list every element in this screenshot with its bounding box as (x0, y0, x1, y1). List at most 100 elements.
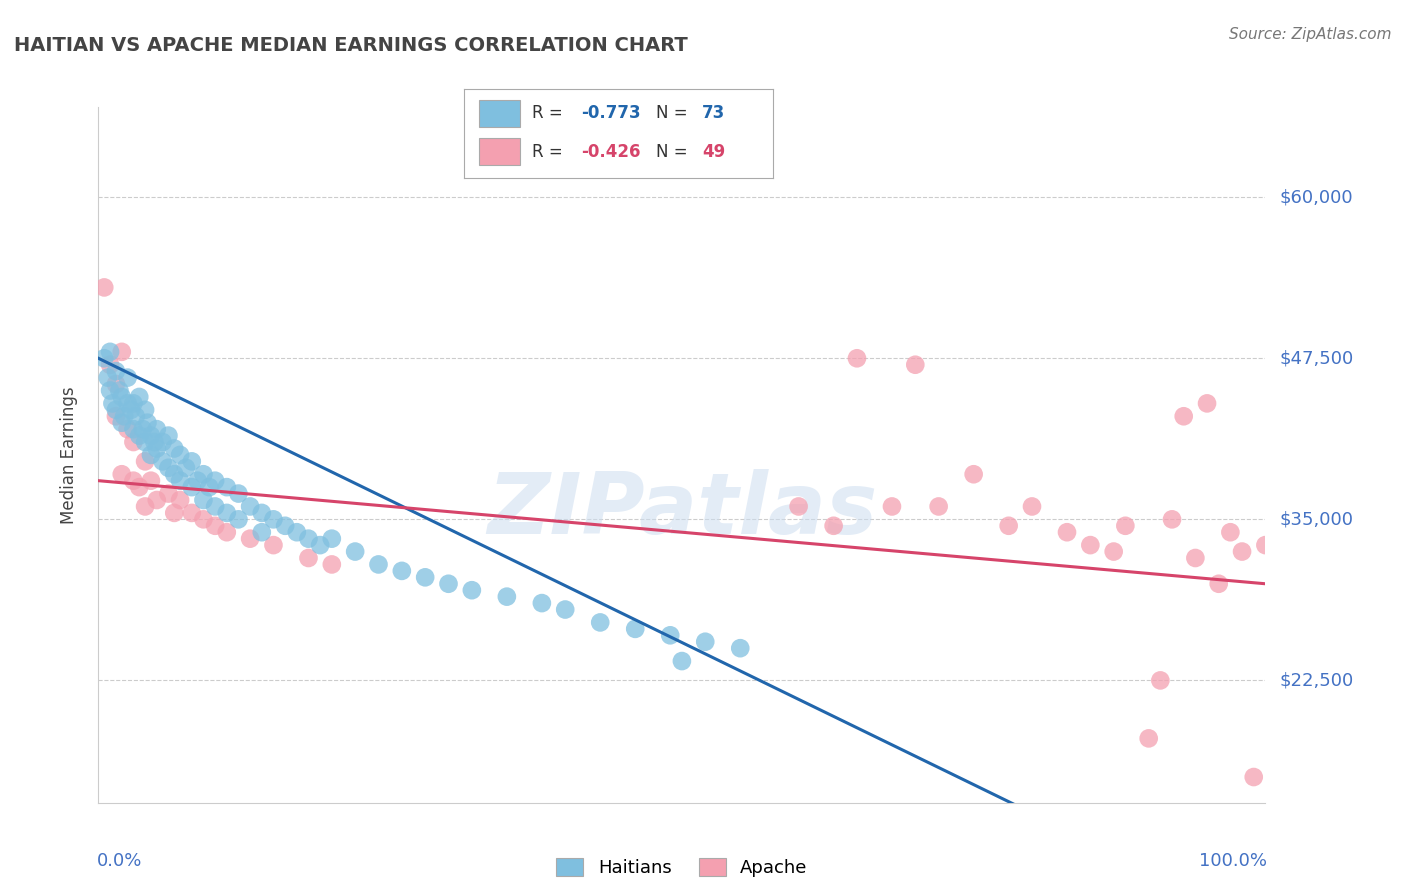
Point (180, 480, 202, 494)
Point (157, 486, 180, 500)
Point (239, 500, 262, 514)
Point (461, 583, 484, 598)
Point (134, 500, 156, 514)
Point (1080, 538, 1102, 552)
Point (98, 384, 121, 398)
Point (530, 596, 553, 610)
Point (101, 396, 124, 410)
Point (104, 377, 127, 392)
Point (193, 493, 215, 508)
Point (122, 396, 145, 410)
Point (1137, 731, 1160, 746)
Point (904, 358, 927, 372)
Point (262, 538, 284, 552)
Point (997, 518, 1019, 533)
Point (845, 351, 868, 366)
Point (1161, 512, 1184, 526)
Text: -0.773: -0.773 (582, 104, 641, 122)
Point (163, 442, 186, 456)
Text: N =: N = (655, 143, 693, 161)
Text: R =: R = (531, 143, 568, 161)
Point (111, 416, 134, 430)
Point (215, 525, 238, 540)
Text: $22,500: $22,500 (1279, 672, 1354, 690)
Point (321, 558, 343, 572)
Point (193, 467, 215, 482)
Text: ZIPatlas: ZIPatlas (486, 469, 877, 552)
Point (97, 370, 120, 384)
Point (495, 590, 517, 604)
Point (117, 396, 139, 410)
Point (297, 551, 319, 566)
Point (1195, 396, 1218, 410)
Point (143, 435, 166, 450)
Point (146, 422, 169, 436)
Point (285, 525, 308, 540)
Text: 100.0%: 100.0% (1198, 852, 1267, 870)
Point (1230, 544, 1253, 558)
Text: R =: R = (531, 104, 568, 122)
Point (787, 500, 810, 514)
Point (413, 570, 436, 584)
Point (1149, 673, 1171, 688)
Text: $60,000: $60,000 (1279, 188, 1353, 206)
Point (98, 358, 121, 372)
Point (180, 454, 202, 468)
Text: $47,500: $47,500 (1279, 350, 1354, 368)
FancyBboxPatch shape (479, 138, 520, 165)
Point (180, 506, 202, 520)
Point (962, 467, 984, 482)
Point (228, 486, 250, 500)
Point (730, 641, 752, 656)
Point (624, 622, 647, 636)
Point (1208, 576, 1230, 591)
Point (1243, 770, 1265, 784)
Point (215, 480, 238, 494)
Point (111, 467, 134, 482)
Text: Source: ZipAtlas.com: Source: ZipAtlas.com (1229, 27, 1392, 42)
Point (391, 564, 413, 578)
Point (215, 506, 238, 520)
Point (193, 512, 215, 526)
Legend: Haitians, Apache: Haitians, Apache (550, 850, 814, 884)
Point (309, 538, 332, 552)
Point (108, 384, 131, 398)
Point (139, 474, 162, 488)
Point (204, 474, 226, 488)
Point (228, 512, 250, 526)
Point (174, 460, 197, 475)
Point (1056, 525, 1078, 540)
Point (152, 454, 174, 468)
Point (169, 448, 191, 462)
Point (928, 500, 950, 514)
Y-axis label: Median Earnings: Median Earnings (59, 386, 77, 524)
Point (187, 474, 209, 488)
Point (111, 344, 134, 359)
Point (134, 435, 156, 450)
Text: HAITIAN VS APACHE MEDIAN EARNINGS CORRELATION CHART: HAITIAN VS APACHE MEDIAN EARNINGS CORREL… (14, 36, 688, 54)
Point (117, 422, 139, 436)
Point (93, 351, 115, 366)
Point (367, 558, 389, 572)
Point (152, 435, 174, 450)
Point (134, 454, 156, 468)
Point (104, 364, 127, 378)
Point (250, 506, 273, 520)
FancyBboxPatch shape (479, 100, 520, 127)
Point (198, 480, 221, 494)
Point (128, 480, 150, 494)
Point (134, 402, 156, 417)
Point (239, 532, 262, 546)
Point (1184, 551, 1206, 566)
Text: 0.0%: 0.0% (97, 852, 142, 870)
Point (1219, 525, 1241, 540)
Point (125, 409, 148, 424)
Point (204, 500, 226, 514)
Text: 49: 49 (702, 143, 725, 161)
Point (136, 416, 159, 430)
Point (112, 409, 135, 424)
Point (262, 512, 284, 526)
Point (695, 634, 717, 648)
Point (111, 390, 134, 404)
Point (122, 474, 145, 488)
